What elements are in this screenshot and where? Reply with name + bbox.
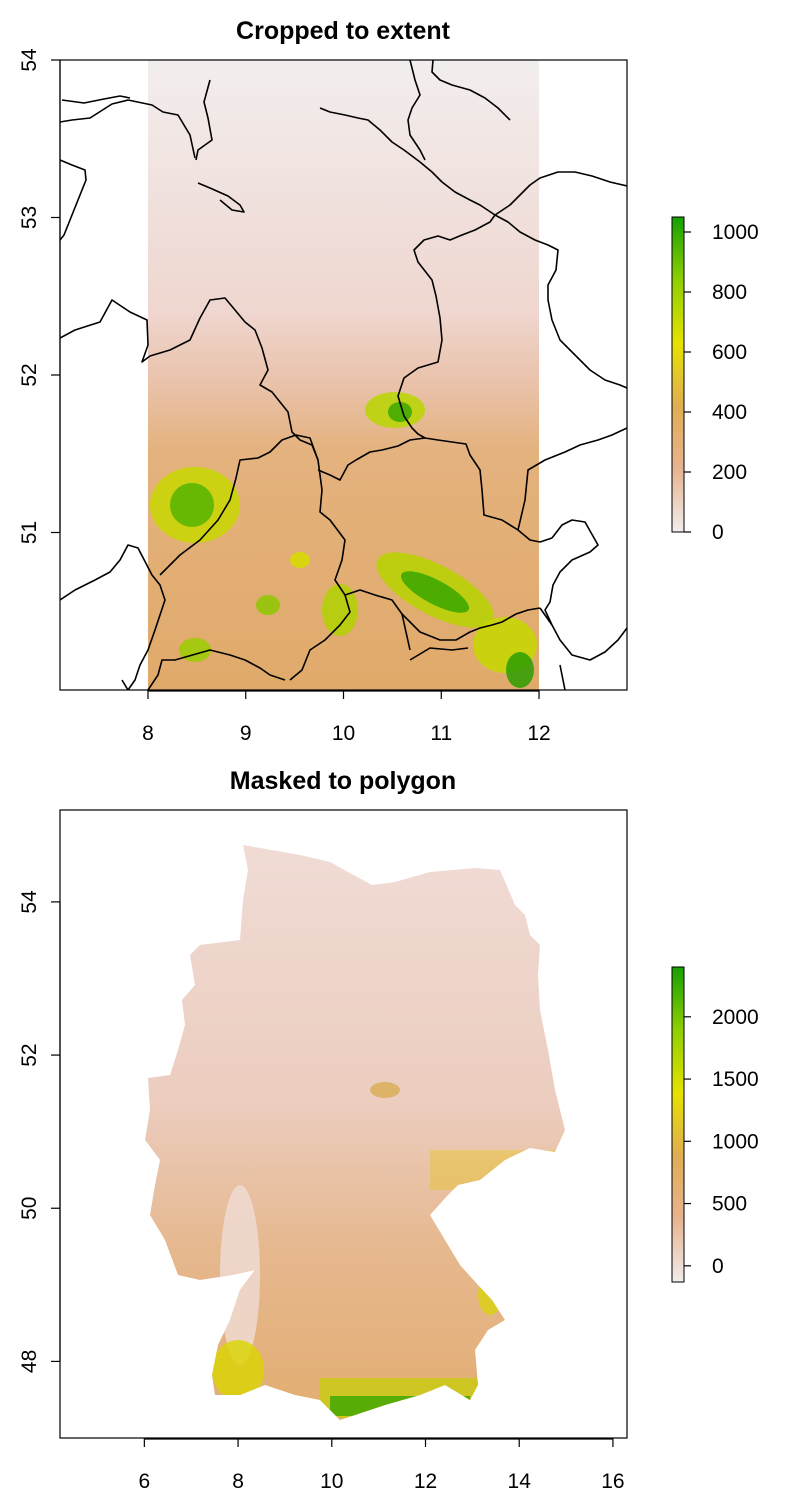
legend: 0 500 1000 1500 2000 xyxy=(671,966,759,1283)
color-bar xyxy=(671,966,685,1283)
country-borders xyxy=(60,60,627,690)
y-tick-label: 48 xyxy=(18,1350,41,1373)
map-title: Masked to polygon xyxy=(230,767,456,795)
legend-tick-label: 200 xyxy=(712,461,747,484)
x-tick-label: 6 xyxy=(139,1470,151,1493)
legend-tick-label: 1000 xyxy=(712,221,759,244)
legend-tick-label: 500 xyxy=(712,1193,747,1216)
y-axis: 51 52 53 54 xyxy=(18,48,61,544)
map-cropped-to-extent: Cropped to extent xyxy=(18,17,759,745)
legend-tick-label: 600 xyxy=(712,341,747,364)
x-axis: 6 8 10 12 14 16 xyxy=(139,1438,625,1493)
x-tick-label: 8 xyxy=(232,1470,244,1493)
x-tick-label: 9 xyxy=(240,722,252,745)
germany-raster xyxy=(145,845,565,1420)
x-tick-label: 14 xyxy=(508,1470,532,1493)
legend-tick-label: 0 xyxy=(712,521,724,544)
legend-tick-label: 1000 xyxy=(712,1130,759,1153)
legend-tick-label: 400 xyxy=(712,401,747,424)
y-tick-label: 53 xyxy=(18,206,41,229)
y-tick-label: 52 xyxy=(18,363,41,386)
y-tick-label: 52 xyxy=(18,1043,41,1066)
x-tick-label: 12 xyxy=(527,722,550,745)
legend-tick-label: 1500 xyxy=(712,1068,759,1091)
x-tick-label: 8 xyxy=(142,722,154,745)
x-tick-label: 10 xyxy=(320,1470,343,1493)
color-bar xyxy=(671,216,685,533)
x-tick-label: 11 xyxy=(430,722,452,745)
x-tick-label: 12 xyxy=(414,1470,437,1493)
legend-tick-label: 0 xyxy=(712,1255,724,1278)
x-tick-label: 16 xyxy=(601,1470,624,1493)
x-axis: 8 9 10 11 12 xyxy=(142,690,551,745)
legend-tick-label: 800 xyxy=(712,281,747,304)
legend-tick-label: 2000 xyxy=(712,1006,759,1029)
y-tick-label: 54 xyxy=(18,890,41,914)
x-tick-label: 10 xyxy=(332,722,355,745)
y-tick-label: 51 xyxy=(18,521,41,544)
y-axis: 48 50 52 54 xyxy=(18,890,61,1373)
y-tick-label: 50 xyxy=(18,1197,41,1220)
map-masked-to-polygon: Masked to polygon 6 8 10 12 14 16 48 50 52 54 0 5… xyxy=(18,767,759,1493)
map-title: Cropped to extent xyxy=(236,17,451,45)
y-tick-label: 54 xyxy=(18,48,41,72)
legend: 0 200 400 600 800 1000 xyxy=(671,216,759,544)
highland-patches xyxy=(150,392,537,688)
